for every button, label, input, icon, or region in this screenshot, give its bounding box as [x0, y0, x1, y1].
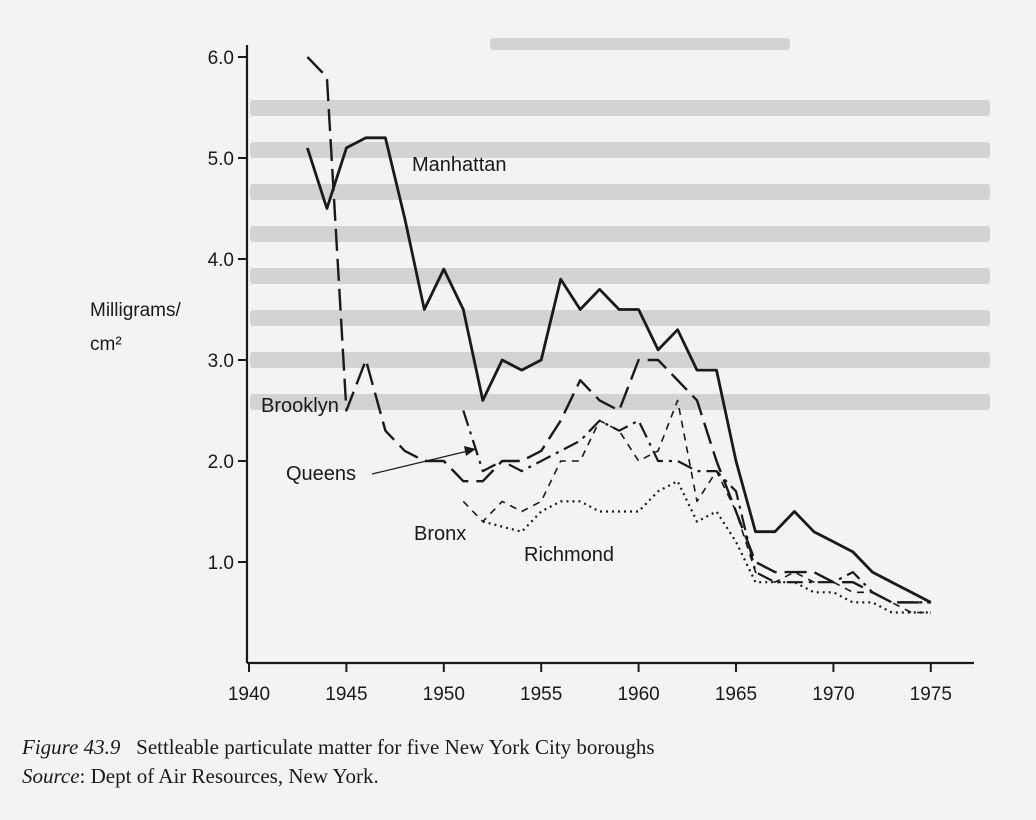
- y-tick-label: 4.0: [208, 250, 234, 271]
- x-tick-label: 1945: [325, 684, 367, 705]
- x-tick-label: 1950: [423, 684, 465, 705]
- series-label-manhattan: Manhattan: [412, 154, 507, 176]
- particulate-line-chart: 1.02.03.04.05.06.0 1940 1945 1950 1955 1960 1…: [90, 45, 974, 705]
- series-label-bronx: Bronx: [414, 523, 466, 545]
- series-line-brooklyn: [306, 56, 931, 604]
- series-line-bronx: [462, 399, 931, 614]
- figure-caption-text: Settleable particulate matter for five N…: [136, 735, 655, 759]
- series-line-manhattan: [306, 136, 932, 604]
- y-tick-label: 2.0: [208, 452, 234, 473]
- x-tick-label: 1940: [228, 684, 270, 705]
- x-tick-label: 1960: [617, 684, 659, 705]
- y-tick-label: 5.0: [208, 149, 234, 170]
- series-label-brooklyn: Brooklyn: [261, 395, 339, 417]
- y-tick-label: 3.0: [208, 351, 234, 372]
- y-axis-label-line-2: cm²: [90, 334, 122, 355]
- x-tick-label: 1955: [520, 684, 562, 705]
- x-tick-label: 1970: [812, 684, 854, 705]
- queens-label-leader-line: [371, 450, 469, 475]
- y-tick-label: 6.0: [208, 48, 234, 69]
- x-ticks: 1940 1945 1950 1955 1960 1965 1970 1975: [228, 663, 952, 705]
- queens-label-arrowhead: [464, 446, 476, 456]
- figure-caption: Figure 43.9 Settleable particulate matte…: [22, 735, 655, 760]
- y-tick-label: 1.0: [208, 553, 234, 574]
- series-labels: Manhattan Brooklyn Queens Bronx Richmond: [261, 154, 614, 566]
- series-line-richmond: [482, 480, 931, 614]
- chart-axes: [245, 45, 974, 665]
- figure-number: Figure 43.9: [22, 735, 121, 759]
- y-ticks: 1.0 2.0 3.0 4.0 5.0 6.0: [208, 48, 247, 574]
- series-lines: [306, 56, 932, 614]
- series-line-queens: [462, 410, 931, 604]
- source-text: : Dept of Air Resources, New York.: [79, 764, 379, 788]
- source-label: Source: [22, 764, 80, 788]
- series-label-richmond: Richmond: [524, 544, 614, 566]
- y-axis-label-line-1: Milligrams/: [90, 300, 182, 321]
- x-tick-label: 1975: [910, 684, 952, 705]
- figure-source: Source: Dept of Air Resources, New York.: [22, 764, 379, 789]
- x-tick-label: 1965: [715, 684, 757, 705]
- series-label-queens: Queens: [286, 463, 356, 485]
